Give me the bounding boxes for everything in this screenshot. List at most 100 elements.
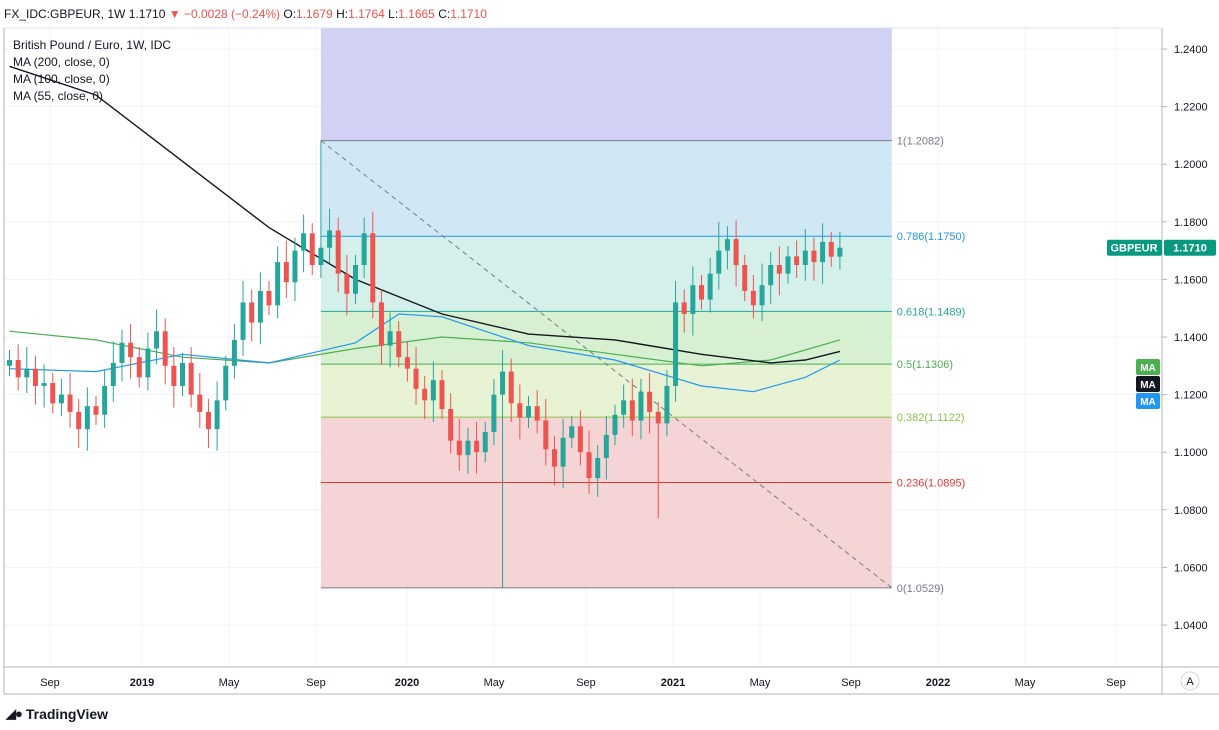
candle-body (517, 403, 523, 418)
candle (681, 289, 687, 333)
fib-label-0.5: 0.5(1.1306) (897, 359, 953, 371)
candle-body (647, 391, 653, 412)
candle-body (309, 233, 315, 265)
candle-body (448, 409, 454, 441)
candle (673, 280, 679, 402)
candle-body (526, 406, 531, 418)
candle-body (84, 406, 90, 430)
open-value: 1.1679 (296, 7, 333, 21)
candle (750, 275, 756, 319)
ma-tag-bg (1136, 359, 1160, 375)
candle (569, 416, 575, 448)
candle (197, 373, 203, 428)
ma-tag-label: MA (1140, 363, 1156, 374)
candle-body (188, 362, 194, 395)
y-tick-label: 1.1400 (1174, 332, 1208, 344)
candle (828, 231, 834, 267)
candle-body (785, 256, 791, 274)
candle-body (110, 362, 116, 386)
candle-body (327, 230, 333, 248)
candle-body (413, 368, 419, 389)
price-axis[interactable]: 1.0400 1.0600 1.0800 1.1000 1.1200 1.1400 1.16… (1162, 44, 1208, 632)
symbol-header: FX_IDC:GBPEUR, 1W 1.1710 ▼ −0.0028 (−0.2… (4, 7, 487, 21)
fib-retracement[interactable] (320, 28, 893, 589)
ma200-line (9, 65, 841, 364)
y-tick-label: 1.2200 (1174, 102, 1208, 114)
candle (301, 214, 307, 273)
candle (413, 347, 419, 405)
candle-body (180, 362, 185, 386)
candle-body (214, 400, 220, 430)
x-tick-label: Sep (576, 677, 596, 689)
settings-circle[interactable] (1180, 671, 1200, 691)
y-tick-label: 1.1000 (1174, 447, 1208, 459)
candle (378, 289, 384, 365)
candle-body (560, 437, 566, 467)
settings-button[interactable]: A (1180, 671, 1200, 691)
x-tick-label: May (750, 677, 771, 689)
candle (577, 410, 583, 466)
y-tick-label: 1.1200 (1174, 390, 1208, 402)
candle-body (759, 285, 765, 306)
candle-body (733, 239, 739, 265)
ma-tag-bg (1136, 393, 1160, 409)
candle (448, 393, 454, 454)
candle-body (404, 357, 410, 369)
badge-label-bg (1107, 239, 1162, 256)
candle-body (370, 233, 376, 303)
candle-body (301, 233, 307, 251)
candle-body (465, 440, 471, 456)
candle-body (724, 239, 730, 251)
brand[interactable]: ◢● TradingView (6, 706, 108, 722)
candle-body (595, 457, 601, 479)
candle (811, 237, 817, 281)
candle-body (318, 247, 324, 265)
legend-title: British Pound / Euro, 1W, IDC (13, 38, 171, 52)
candle-body (794, 256, 800, 265)
candle-body (551, 449, 557, 467)
candle-body (690, 285, 696, 314)
close-label: C: (438, 7, 451, 21)
candle (664, 370, 670, 437)
candle (387, 312, 393, 368)
candle (128, 324, 134, 379)
candle (794, 240, 800, 278)
candle-body (93, 406, 99, 415)
candle (534, 390, 540, 434)
candle (629, 378, 635, 437)
x-tick-label: May (219, 677, 240, 689)
candle (456, 419, 462, 471)
candle (344, 254, 350, 316)
candle (283, 240, 289, 299)
candle (58, 378, 64, 417)
x-tick-label: Sep (306, 677, 326, 689)
candle-body (456, 440, 462, 456)
candle-body (119, 342, 125, 363)
candle (231, 324, 237, 379)
candle (802, 229, 808, 281)
fib-zone-0.786 (320, 140, 892, 237)
candle-body (396, 331, 402, 358)
x-tick-label: Sep (40, 677, 60, 689)
candle (145, 332, 151, 391)
candle-body (638, 391, 644, 421)
fib-zone-top (320, 28, 892, 141)
candle (41, 364, 47, 408)
candle (275, 246, 281, 319)
candle (102, 370, 108, 428)
candle (93, 396, 99, 425)
symbol-name: FX_IDC:GBPEUR, 1W (4, 7, 126, 21)
candle-body (344, 273, 350, 294)
candle-body (500, 371, 506, 395)
candle (595, 445, 601, 497)
candle (716, 221, 722, 290)
auto-scale-label[interactable]: A (1186, 676, 1194, 688)
candle-body (655, 411, 661, 424)
candle (820, 223, 826, 284)
candle-body (41, 383, 47, 386)
candle (266, 280, 272, 316)
candle-body (439, 380, 445, 409)
candle-body (67, 394, 73, 412)
time-axis[interactable]: Sep 2019 May Sep 2020 May Sep 2021 May Sep 2022 May… (40, 677, 1126, 689)
